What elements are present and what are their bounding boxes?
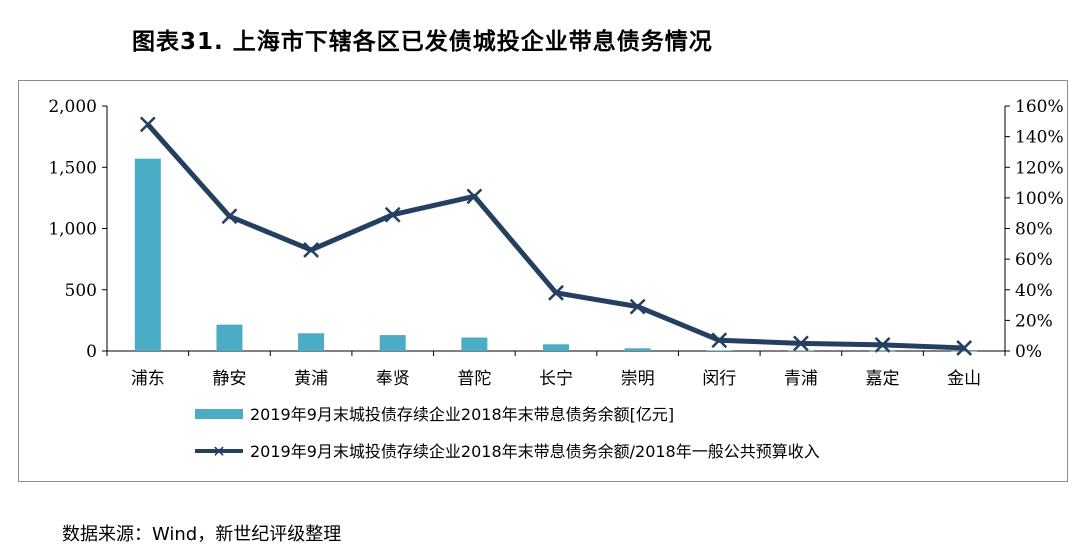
chart-axes: 2,000 1,500 1,000 500 0 160% 140% 120% 100% 80% 60… <box>48 97 1063 389</box>
x-tick-label: 崇明 <box>621 369 655 389</box>
y-right-tick-label: 120% <box>1015 158 1064 178</box>
x-tick-label: 普陀 <box>457 369 491 389</box>
line-point <box>793 335 809 352</box>
bar <box>216 324 243 351</box>
y-left-tick-label: 1,500 <box>48 158 97 178</box>
line-point <box>221 208 238 225</box>
legend-line-label: 2019年9月末城投债存续企业2018年末带息债务余额/2018年一般公共预算收… <box>250 442 820 461</box>
y-right-tick-label: 160% <box>1015 97 1064 117</box>
y-right-tick-label: 80% <box>1015 220 1053 240</box>
y-right-tick-label: 20% <box>1015 311 1053 331</box>
line-point <box>384 206 401 223</box>
x-tick-label: 黄浦 <box>294 369 328 389</box>
line-point-stroke <box>711 332 728 349</box>
legend: 2019年9月末城投债存续企业2018年末带息债务余额[亿元] ✕ 2019年9… <box>195 405 820 461</box>
bar-series <box>134 158 978 352</box>
line-point <box>139 116 156 133</box>
x-tick-label: 浦东 <box>131 369 165 389</box>
bar <box>379 335 406 351</box>
line-point-stroke <box>466 188 483 205</box>
bar <box>869 350 896 352</box>
line-point-stroke <box>548 284 564 301</box>
line-point-stroke <box>303 242 319 258</box>
line-series <box>139 116 973 356</box>
bar <box>543 344 569 351</box>
line-point-stroke <box>384 206 401 223</box>
bar <box>134 158 161 351</box>
x-tick-label: 青浦 <box>784 369 818 389</box>
legend-line-marker: ✕ <box>212 442 225 461</box>
y-right-tick-label: 40% <box>1015 281 1053 301</box>
chart-frame <box>18 80 1068 482</box>
legend-bar-label: 2019年9月末城投债存续企业2018年末带息债务余额[亿元] <box>250 405 674 424</box>
bar <box>951 350 978 352</box>
line-point <box>303 242 319 258</box>
line-point-stroke <box>874 336 891 353</box>
x-tick-label: 嘉定 <box>866 369 900 389</box>
line-point <box>711 332 728 349</box>
x-tick-label: 静安 <box>212 369 246 389</box>
x-tick-label: 奉贤 <box>376 369 410 389</box>
line-path <box>145 122 965 351</box>
x-tick-label: 长宁 <box>539 369 573 389</box>
legend-bar-swatch <box>195 409 243 419</box>
y-left-tick-label: 2,000 <box>48 97 97 117</box>
y-right-tick-label: 0% <box>1015 342 1042 362</box>
line-point <box>629 298 646 315</box>
line-point-stroke <box>793 335 809 352</box>
bar <box>461 337 488 351</box>
source-note: 数据来源：Wind，新世纪评级整理 <box>62 524 342 545</box>
bar <box>624 348 651 351</box>
y-right-tick-label: 60% <box>1015 250 1053 270</box>
y-left-tick-label: 500 <box>65 281 97 301</box>
line-point-stroke <box>629 298 646 315</box>
line-point-stroke <box>139 116 156 133</box>
line-point <box>548 284 564 301</box>
bar <box>706 350 733 351</box>
y-left-tick-label: 1,000 <box>48 220 97 240</box>
x-tick-label: 金山 <box>947 369 981 389</box>
line-point <box>466 188 483 205</box>
line-point <box>956 340 973 356</box>
y-left-tick-label: 0 <box>86 342 97 362</box>
line-point-stroke <box>956 340 973 356</box>
line-point <box>874 336 891 353</box>
x-tick-label: 闵行 <box>702 369 736 389</box>
y-right-tick-label: 140% <box>1015 128 1064 148</box>
y-right-tick-label: 100% <box>1015 189 1064 209</box>
bar <box>787 350 814 352</box>
chart-title: 图表31. 上海市下辖各区已发债城投企业带息债务情况 <box>132 29 713 55</box>
bar <box>298 333 325 351</box>
line-point-stroke <box>221 208 238 225</box>
